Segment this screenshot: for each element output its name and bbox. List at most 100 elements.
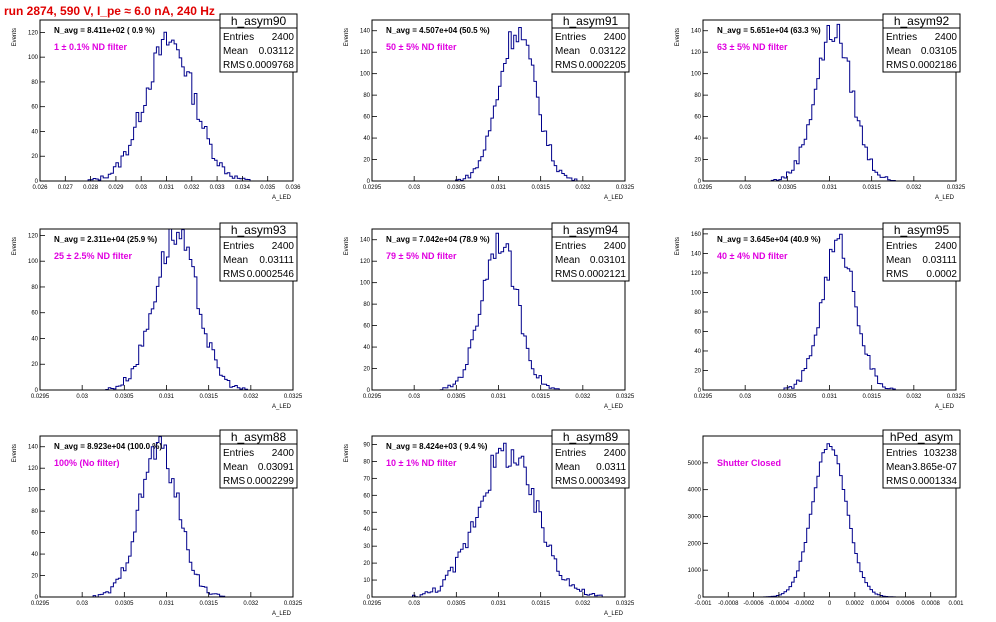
stats-value: 0.0002299 xyxy=(247,476,295,487)
x-tick-label: 0.031 xyxy=(822,185,838,191)
y-tick-label: 70 xyxy=(363,476,370,482)
stats-label: RMS xyxy=(555,269,578,280)
x-tick-label: 0.0305 xyxy=(778,185,797,191)
y-tick-label: 20 xyxy=(31,574,38,580)
stats-label: Mean xyxy=(223,46,248,57)
filter-label: 63 ± 5% ND filter xyxy=(717,42,788,52)
stats-box: h_asym93 Entries 2400 Mean 0.03111 RMS 0.00025… xyxy=(219,222,298,282)
stats-value: 2400 xyxy=(935,241,958,252)
y-tick-label: 0 xyxy=(698,179,702,185)
y-tick-label: 3000 xyxy=(688,515,702,521)
stats-label: RMS xyxy=(223,476,246,487)
x-tick-label: 0.034 xyxy=(235,185,251,191)
x-tick-label: 0.0006 xyxy=(896,601,915,607)
y-tick-label: 1000 xyxy=(688,568,702,574)
y-tick-label: 40 xyxy=(694,136,701,142)
x-tick-label: -0.0004 xyxy=(769,601,790,607)
stats-value: 0.03111 xyxy=(922,255,957,266)
histogram-panel-h_asym93: 0.0295 0.03 0.0305 0.031 0.0315 0.032 0.0325 0 2… xyxy=(12,222,303,410)
y-tick-label: 0 xyxy=(367,388,371,394)
stats-label: Entries xyxy=(223,241,254,252)
x-tick-label: 0.0295 xyxy=(694,185,713,191)
x-tick-label: -0.0008 xyxy=(718,601,739,607)
x-tick-label: 0.031 xyxy=(491,185,507,191)
x-tick-label: 0.031 xyxy=(822,394,838,400)
filter-label: 25 ± 2.5% ND filter xyxy=(54,251,132,261)
stats-title: h_asym91 xyxy=(563,14,619,28)
y-tick-label: 0 xyxy=(35,595,39,601)
stats-value: 2400 xyxy=(272,32,295,43)
y-tick-label: 0 xyxy=(367,179,371,185)
x-tick-label: 0.0325 xyxy=(616,601,635,607)
y-axis-label: Events xyxy=(675,28,681,46)
y-axis-label: Events xyxy=(12,444,18,462)
x-tick-label: 0.001 xyxy=(948,601,964,607)
x-tick-label: 0 xyxy=(828,601,832,607)
x-tick-label: 0.03 xyxy=(76,394,88,400)
y-tick-label: 100 xyxy=(691,72,702,78)
stats-label: Mean xyxy=(555,46,580,57)
x-tick-label: 0.0295 xyxy=(31,601,50,607)
x-tick-label: 0.032 xyxy=(575,601,591,607)
y-tick-label: 100 xyxy=(360,72,371,78)
x-axis-label: A_LED xyxy=(272,404,292,410)
stats-label: RMS xyxy=(223,60,246,71)
stats-label: Mean xyxy=(886,462,911,473)
x-tick-label: 0.0004 xyxy=(871,601,890,607)
y-axis-label: Events xyxy=(344,28,350,46)
stats-value: 0.03101 xyxy=(590,255,627,266)
x-tick-label: 0.0325 xyxy=(616,394,635,400)
histogram-panel-h_asym90: 0.026 0.027 0.028 0.029 0.03 0.031 0.032 0.033 0… xyxy=(12,13,301,201)
y-tick-label: 20 xyxy=(363,158,370,164)
x-tick-label: 0.0305 xyxy=(447,601,466,607)
y-tick-label: 120 xyxy=(28,466,39,472)
y-tick-label: 40 xyxy=(31,552,38,558)
y-tick-label: 20 xyxy=(363,561,370,567)
y-tick-label: 80 xyxy=(694,93,701,99)
y-tick-label: 60 xyxy=(694,115,701,121)
x-tick-label: 0.0295 xyxy=(363,601,382,607)
x-tick-label: 0.0295 xyxy=(31,394,50,400)
filter-label: 79 ± 5% ND filter xyxy=(386,251,457,261)
x-tick-label: 0.029 xyxy=(108,185,124,191)
y-tick-label: 120 xyxy=(360,50,371,56)
stats-label: RMS xyxy=(555,476,578,487)
x-axis-label: A_LED xyxy=(935,404,955,410)
x-tick-label: 0.0315 xyxy=(531,601,550,607)
x-tick-label: 0.027 xyxy=(58,185,74,191)
n-avg-label: N_avg = 8.424e+03 ( 9.4 %) xyxy=(386,442,488,451)
x-tick-label: 0.03 xyxy=(408,185,420,191)
stats-value: -3.865e-07 xyxy=(909,462,958,473)
n-avg-label: N_avg = 8.923e+04 (100.0 %) xyxy=(54,442,162,451)
stats-value: 0.03122 xyxy=(590,46,627,57)
y-tick-label: 0 xyxy=(35,179,39,185)
filter-label: Shutter Closed xyxy=(717,458,781,468)
stats-box: h_asym95 Entries 2400 Mean 0.03111 RMS 0.0002 xyxy=(882,222,961,282)
stats-value: 0.0003493 xyxy=(579,476,627,487)
y-tick-label: 50 xyxy=(363,510,370,516)
y-tick-label: 120 xyxy=(28,233,39,239)
y-axis-label: Events xyxy=(12,28,18,46)
filter-label: 40 ± 4% ND filter xyxy=(717,251,788,261)
y-tick-label: 0 xyxy=(367,595,371,601)
y-tick-label: 20 xyxy=(694,158,701,164)
stats-label: Mean xyxy=(223,462,248,473)
stats-label: Entries xyxy=(555,241,586,252)
x-tick-label: 0.03 xyxy=(739,394,751,400)
stats-label: Mean xyxy=(886,46,911,57)
stats-label: Mean xyxy=(555,462,580,473)
y-tick-label: 40 xyxy=(363,527,370,533)
histogram-panel-h_asym88: 0.0295 0.03 0.0305 0.031 0.0315 0.032 0.0325 0 2… xyxy=(12,429,303,617)
stats-title: h_asym93 xyxy=(231,223,287,237)
y-tick-label: 80 xyxy=(363,93,370,99)
x-tick-label: 0.032 xyxy=(243,601,259,607)
stats-label: RMS xyxy=(886,269,909,280)
x-tick-label: 0.0305 xyxy=(115,394,134,400)
filter-label: 1 ± 0.1% ND filter xyxy=(54,42,127,52)
y-tick-label: 40 xyxy=(31,129,38,135)
y-tick-label: 120 xyxy=(360,259,371,265)
y-tick-label: 20 xyxy=(31,362,38,368)
stats-label: RMS xyxy=(555,60,578,71)
x-tick-label: -0.0006 xyxy=(743,601,764,607)
